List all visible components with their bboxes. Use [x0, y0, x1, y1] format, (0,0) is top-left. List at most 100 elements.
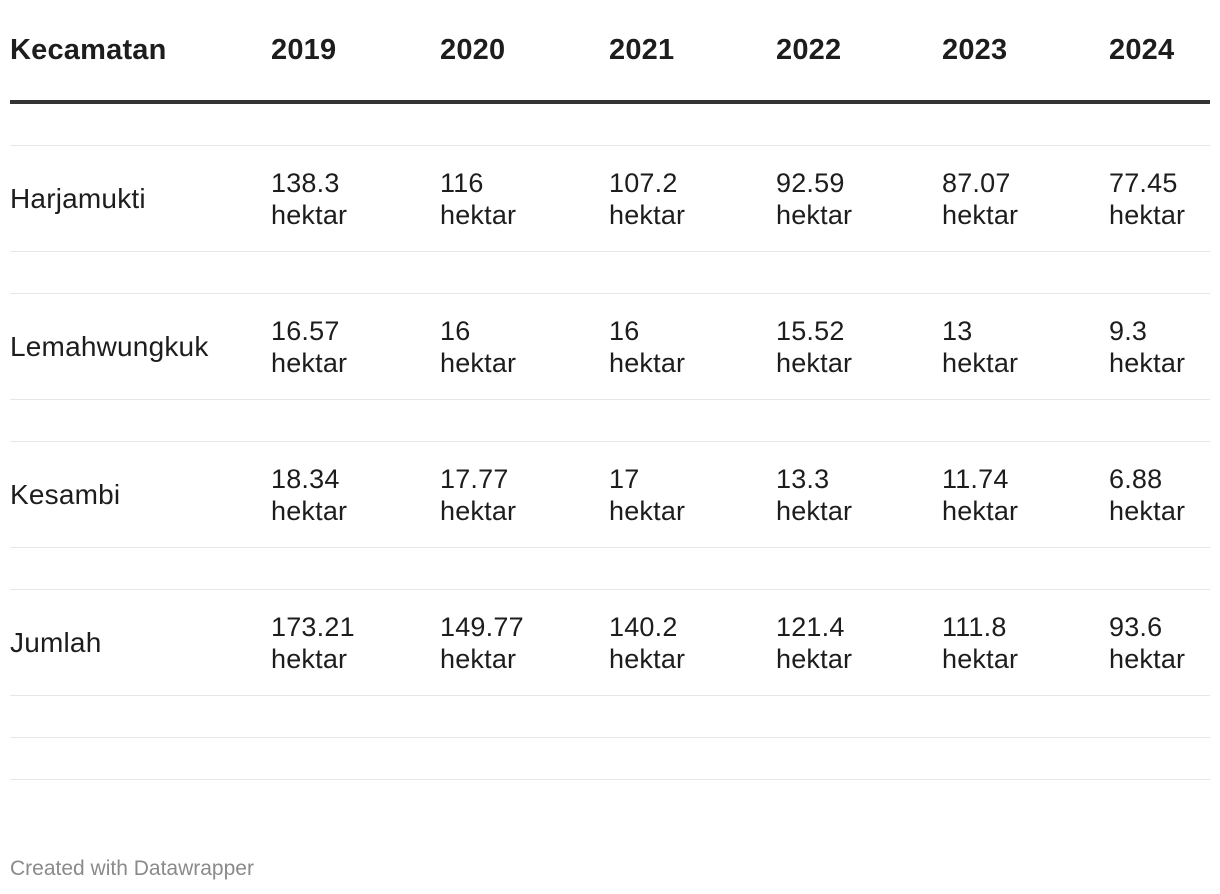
value-cell: 17.77 hektar [440, 441, 609, 548]
cell-value: 107.2 [609, 167, 678, 198]
table-row: Lemahwungkuk 16.57 hektar 16 hektar 16 hektar 1… [10, 293, 1210, 400]
cell-unit: hektar [776, 495, 853, 526]
value-cell: 116 hektar [440, 145, 609, 252]
row-label: Lemahwungkuk [10, 293, 271, 400]
cell-value: 87.07 [942, 167, 1011, 198]
cell-value: 138.3 [271, 167, 340, 198]
spacer-row [10, 251, 1210, 294]
spacer-cell [10, 399, 1210, 442]
value-cell: 92.59 hektar [776, 145, 942, 252]
column-header[interactable]: 2019 [271, 0, 440, 104]
column-header[interactable]: Kecamatan [10, 0, 271, 104]
cell-value: 16.57 [271, 315, 340, 346]
value-cell: 87.07 hektar [942, 145, 1109, 252]
cell-unit: hektar [440, 643, 517, 674]
value-cell: 13 hektar [942, 293, 1109, 400]
cell-value: 149.77 [440, 611, 524, 642]
data-table-container: Kecamatan 2019 2020 2021 2022 2023 2024 … [10, 0, 1210, 780]
value-cell: 93.6 hektar [1109, 589, 1210, 696]
cell-value: 13 [942, 315, 973, 346]
cell-unit: hektar [609, 199, 686, 230]
spacer-row [10, 737, 1210, 780]
column-header[interactable]: 2023 [942, 0, 1109, 104]
table-body: Harjamukti 138.3 hektar 116 hektar 107.2 hekta… [10, 102, 1210, 780]
cell-value: 140.2 [609, 611, 678, 642]
cell-value: 116 [440, 167, 484, 198]
cell-value: 121.4 [776, 611, 845, 642]
cell-unit: hektar [271, 495, 348, 526]
value-cell: 111.8 hektar [942, 589, 1109, 696]
row-label: Harjamukti [10, 145, 271, 252]
value-cell: 9.3 hektar [1109, 293, 1210, 400]
table-row: Jumlah 173.21 hektar 149.77 hektar 140.2 hekta… [10, 589, 1210, 696]
value-cell: 13.3 hektar [776, 441, 942, 548]
cell-value: 92.59 [776, 167, 845, 198]
table-row: Kesambi 18.34 hektar 17.77 hektar 17 hektar 13.… [10, 441, 1210, 548]
value-cell: 149.77 hektar [440, 589, 609, 696]
cell-unit: hektar [776, 643, 853, 674]
column-header[interactable]: 2020 [440, 0, 609, 104]
cell-value: 16 [440, 315, 471, 346]
cell-unit: hektar [776, 199, 853, 230]
value-cell: 16.57 hektar [271, 293, 440, 400]
cell-unit: hektar [1109, 347, 1186, 378]
column-header[interactable]: 2024 [1109, 0, 1210, 104]
cell-value: 77.45 [1109, 167, 1178, 198]
spacer-row [10, 102, 1210, 146]
column-header[interactable]: 2022 [776, 0, 942, 104]
cell-unit: hektar [440, 199, 517, 230]
spacer-cell [10, 737, 1210, 780]
value-cell: 15.52 hektar [776, 293, 942, 400]
row-label: Jumlah [10, 589, 271, 696]
cell-unit: hektar [271, 643, 348, 674]
value-cell: 6.88 hektar [1109, 441, 1210, 548]
data-table: Kecamatan 2019 2020 2021 2022 2023 2024 … [10, 0, 1210, 780]
value-cell: 140.2 hektar [609, 589, 776, 696]
cell-unit: hektar [942, 643, 1019, 674]
cell-unit: hektar [942, 495, 1019, 526]
spacer-cell [10, 547, 1210, 590]
cell-value: 6.88 [1109, 463, 1163, 494]
column-header[interactable]: 2021 [609, 0, 776, 104]
spacer-row [10, 547, 1210, 590]
cell-value: 11.74 [942, 463, 1009, 494]
value-cell: 173.21 hektar [271, 589, 440, 696]
value-cell: 16 hektar [440, 293, 609, 400]
cell-unit: hektar [609, 643, 686, 674]
cell-unit: hektar [609, 347, 686, 378]
value-cell: 138.3 hektar [271, 145, 440, 252]
cell-value: 16 [609, 315, 640, 346]
cell-unit: hektar [609, 495, 686, 526]
cell-value: 18.34 [271, 463, 340, 494]
cell-unit: hektar [440, 495, 517, 526]
spacer-cell [10, 251, 1210, 294]
value-cell: 17 hektar [609, 441, 776, 548]
value-cell: 121.4 hektar [776, 589, 942, 696]
cell-unit: hektar [271, 199, 348, 230]
value-cell: 107.2 hektar [609, 145, 776, 252]
cell-value: 93.6 [1109, 611, 1163, 642]
value-cell: 77.45 hektar [1109, 145, 1210, 252]
value-cell: 16 hektar [609, 293, 776, 400]
cell-value: 17.77 [440, 463, 509, 494]
cell-value: 17 [609, 463, 640, 494]
cell-value: 15.52 [776, 315, 845, 346]
cell-value: 13.3 [776, 463, 830, 494]
value-cell: 11.74 hektar [942, 441, 1109, 548]
cell-value: 173.21 [271, 611, 355, 642]
cell-unit: hektar [271, 347, 348, 378]
cell-value: 9.3 [1109, 315, 1148, 346]
cell-unit: hektar [1109, 199, 1186, 230]
cell-unit: hektar [942, 199, 1019, 230]
cell-unit: hektar [1109, 495, 1186, 526]
cell-unit: hektar [1109, 643, 1186, 674]
value-cell: 18.34 hektar [271, 441, 440, 548]
spacer-row [10, 695, 1210, 738]
cell-unit: hektar [776, 347, 853, 378]
cell-unit: hektar [942, 347, 1019, 378]
spacer-cell [10, 695, 1210, 738]
cell-value: 111.8 [942, 611, 1007, 642]
table-row: Harjamukti 138.3 hektar 116 hektar 107.2 hekta… [10, 145, 1210, 252]
header-row: Kecamatan 2019 2020 2021 2022 2023 2024 [10, 0, 1210, 104]
datawrapper-credit[interactable]: Created with Datawrapper [10, 857, 254, 880]
